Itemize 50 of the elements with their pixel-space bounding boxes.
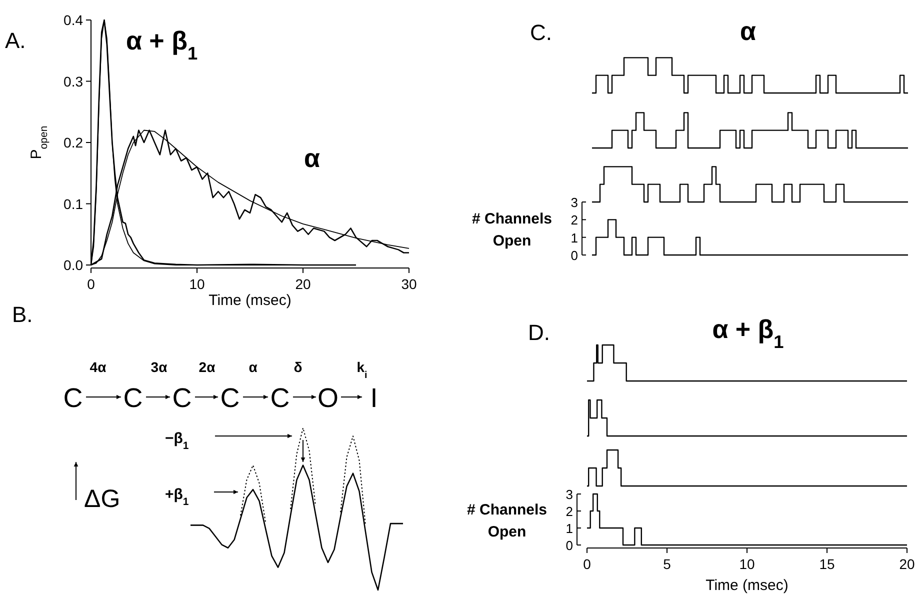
y-tick-label: 3 — [566, 487, 573, 502]
text: B. — [12, 302, 33, 327]
text: O — [317, 383, 339, 413]
x-tick-label: 5 — [663, 556, 672, 572]
x-tick-label: 15 — [819, 556, 835, 572]
y-tick-label: 0.2 — [64, 134, 84, 150]
text: I — [370, 383, 378, 413]
text: C — [63, 383, 83, 413]
y-tick-label: 3 — [570, 195, 578, 210]
x-tick-label: 0 — [583, 556, 592, 572]
series-label: α + β$_{1}$ — [126, 25, 198, 64]
y-axis-title: # Channels Open — [472, 210, 552, 250]
text: δ — [294, 359, 302, 375]
chart-title: A. — [5, 28, 26, 53]
text: C — [270, 383, 290, 413]
y-axis-title: # Channels Open — [466, 502, 548, 540]
x-tick-label: 20 — [295, 276, 311, 292]
annotation: −β$_{1}$ — [165, 430, 189, 452]
y-tick-label: 0.3 — [64, 73, 84, 90]
y-tick-label: 1 — [570, 230, 578, 246]
chart-subtitle: α — [740, 16, 756, 46]
y-tick-label: 0.1 — [64, 196, 84, 212]
x-tick-label: 30 — [401, 276, 417, 292]
text: C — [123, 383, 143, 413]
text: C — [172, 383, 192, 413]
x-axis-title: Time (msec) — [706, 577, 788, 594]
text: 3α — [150, 359, 168, 375]
text: 4α — [90, 359, 107, 375]
text: k$_{i}$ — [356, 359, 368, 380]
y-tick-label: 0 — [570, 248, 578, 263]
x-axis-title: Time (msec) — [208, 292, 292, 309]
y-tick-label: 2 — [566, 504, 573, 519]
chart-subtitle: α + β$_{1}$ — [712, 314, 784, 352]
y-tick-label: 0.0 — [64, 257, 84, 273]
y-tick-label: 1 — [566, 521, 573, 536]
y-tick-label: 0.4 — [64, 12, 84, 28]
y-tick-label: 2 — [570, 212, 578, 228]
chart-title: C. — [530, 20, 552, 45]
text: α — [248, 359, 258, 375]
x-tick-label: 20 — [899, 556, 915, 572]
text: ΔG — [84, 485, 120, 513]
chart-title: D. — [528, 320, 550, 345]
series-label: α — [304, 143, 320, 173]
text: C — [220, 383, 240, 413]
annotation: +β$_{1}$ — [165, 486, 189, 508]
text: 2α — [198, 359, 216, 375]
y-tick-label: 0 — [566, 538, 573, 553]
x-tick-label: 10 — [739, 556, 755, 572]
x-tick-label: 10 — [189, 276, 205, 292]
x-tick-label: 0 — [87, 276, 96, 292]
